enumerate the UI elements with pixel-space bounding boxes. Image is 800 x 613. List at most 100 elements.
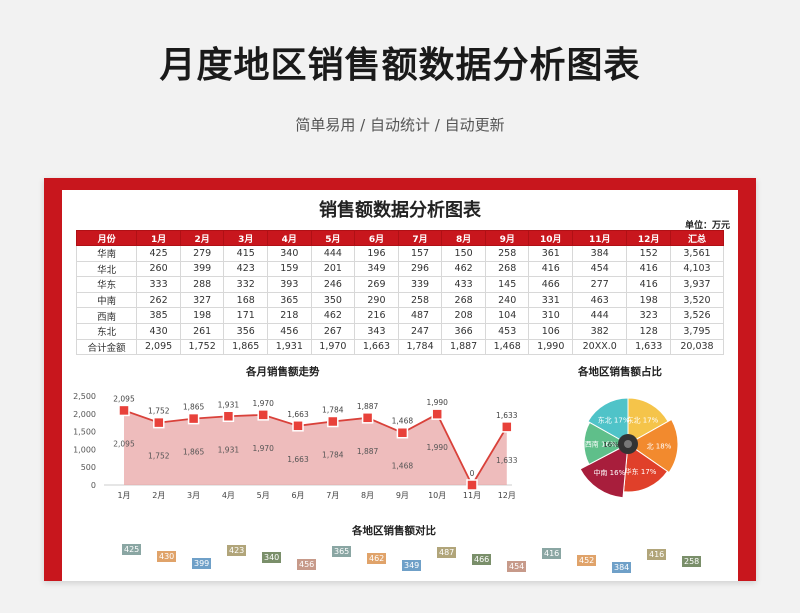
data-label: 1,633: [496, 411, 518, 420]
table-cell: 1,752: [179, 338, 225, 356]
table-row: 西南 385 198 171 218 462 216 487 208 104 310 444 323 3,…: [75, 307, 725, 324]
table-cell: 1,970: [310, 338, 356, 356]
table-cell: 385: [136, 307, 181, 324]
table-cell: 416: [528, 260, 574, 278]
table-cell: 356: [223, 322, 269, 340]
table-header-cell: 12月: [626, 230, 671, 246]
table-cell: 145: [484, 276, 530, 293]
table-cell: 240: [484, 291, 530, 309]
table-cell: 327: [179, 291, 225, 309]
data-point: [501, 421, 513, 433]
table-cell: 247: [397, 322, 443, 340]
table-cell: 258: [484, 245, 530, 262]
table-cell: 365: [267, 291, 312, 309]
data-label: 1,468: [392, 417, 414, 426]
table-cell: 267: [310, 322, 356, 340]
table-cell: 339: [397, 276, 443, 293]
table-body: 华南 425 279 415 340 444 196 157 150 258 361 384 152 3,…: [75, 245, 725, 356]
table-cell: 196: [354, 245, 399, 262]
data-label: 1,663: [287, 455, 309, 464]
data-label: 0: [470, 469, 475, 478]
data-label: 1,752: [148, 407, 170, 416]
table-cell: 246: [310, 276, 356, 293]
table-cell: 1,468: [484, 338, 530, 356]
table-cell: 1,633: [626, 338, 671, 356]
table-cell: 444: [310, 245, 356, 262]
table-header-row: 月份 1月 2月 3月 4月 5月 6月 7月 8月 9月 10月 11月 12月 汇总: [75, 230, 725, 246]
table-cell: 3,795: [669, 322, 725, 340]
pie-label: 中南 16%: [593, 468, 625, 477]
table-cell: 216: [354, 307, 399, 324]
table-cell: 425: [136, 245, 181, 262]
table-row: 华南 425 279 415 340 444 196 157 150 258 361 384 152 3,…: [75, 245, 725, 262]
table-cell: 258: [397, 291, 443, 309]
table-cell: 1,887: [441, 338, 486, 356]
table-cell: 152: [626, 245, 671, 262]
table-cell: 456: [267, 322, 312, 340]
pie-label: 东北 17%: [598, 415, 630, 424]
table-cell: 416: [626, 260, 671, 278]
table-cell: 201: [310, 260, 356, 278]
data-label: 1,633: [496, 456, 518, 465]
table-header-cell: 3月: [223, 230, 269, 246]
table-row: 中南 262 327 168 365 350 290 258 268 240 331 463 198 3,…: [75, 291, 725, 309]
table-cell: 157: [397, 245, 443, 262]
sheet-title: 销售额数据分析图表: [319, 200, 481, 221]
table-cell: 261: [179, 322, 225, 340]
y-tick-label: 500: [81, 463, 96, 472]
table-cell: 466: [528, 276, 574, 293]
table-cell: 310: [528, 307, 574, 324]
table-cell: 合计金额: [75, 338, 138, 356]
sales-table: 月份 1月 2月 3月 4月 5月 6月 7月 8月 9月 10月 11月 12月 汇总 华南 425 279…: [75, 230, 725, 356]
data-point: [327, 415, 339, 428]
compare-value-label: 462: [367, 553, 387, 564]
table-cell: 416: [626, 276, 671, 293]
table-cell: 1,865: [223, 338, 269, 356]
table-cell: 361: [528, 245, 574, 262]
table-cell: 399: [179, 260, 225, 278]
table-header-cell: 6月: [354, 230, 399, 246]
data-label: 1,990: [426, 443, 448, 452]
pie-label: 东北 17%: [626, 415, 658, 424]
x-tick-label: 7月: [326, 491, 339, 500]
table-header-cell: 10月: [528, 230, 574, 246]
table-header-cell: 8月: [441, 230, 486, 246]
data-label: 1,865: [183, 403, 205, 412]
table-cell: 168: [223, 291, 269, 309]
compare-chart-title: 各地区销售额对比: [352, 525, 436, 537]
table-cell: 159: [267, 260, 312, 278]
data-label: 1,970: [252, 444, 274, 453]
data-point: [118, 404, 130, 417]
y-tick-label: 1,500: [73, 428, 96, 437]
x-tick-label: 8月: [361, 491, 374, 500]
data-point: [257, 409, 269, 421]
pie-label: 北 18%: [647, 442, 672, 450]
table-cell: 106: [528, 322, 574, 340]
data-label: 1,887: [357, 402, 379, 411]
table-header-cell: 2月: [179, 230, 225, 246]
table-cell: 340: [267, 245, 312, 262]
data-label: 2,095: [113, 439, 135, 448]
table-row: 东北 430 261 356 456 267 343 247 366 453 106 382 128 3,…: [75, 322, 725, 340]
table-cell: 296: [397, 260, 443, 278]
compare-value-label: 454: [507, 561, 527, 572]
table-cell: 433: [441, 276, 486, 293]
table-header-cell: 9月: [484, 230, 530, 246]
compare-value-label: 399: [192, 558, 212, 569]
pie-label: 西南 16%: [585, 440, 617, 449]
x-tick-label: 2月: [152, 491, 165, 500]
table-cell: 366: [441, 322, 486, 340]
table-header-cell: 1月: [136, 230, 181, 246]
data-point: [431, 408, 443, 420]
table-cell: 423: [223, 260, 269, 278]
x-tick-label: 1月: [117, 491, 130, 500]
compare-value-label: 365: [332, 546, 352, 557]
data-point: [187, 412, 200, 425]
table-cell: 262: [136, 291, 181, 309]
subtitle: 简单易用 / 自动统计 / 自动更新: [295, 116, 505, 134]
table-cell: 20XX.0: [572, 338, 628, 356]
compare-value-label: 487: [437, 547, 457, 558]
spreadsheet-preview: 销售额数据分析图表 单位：万元 月份 1月 2月 3月 4月 5月 6月 7月 8月 9月 10月 1…: [44, 178, 756, 581]
pie-slice: [627, 418, 679, 474]
table-cell: 333: [136, 276, 181, 293]
